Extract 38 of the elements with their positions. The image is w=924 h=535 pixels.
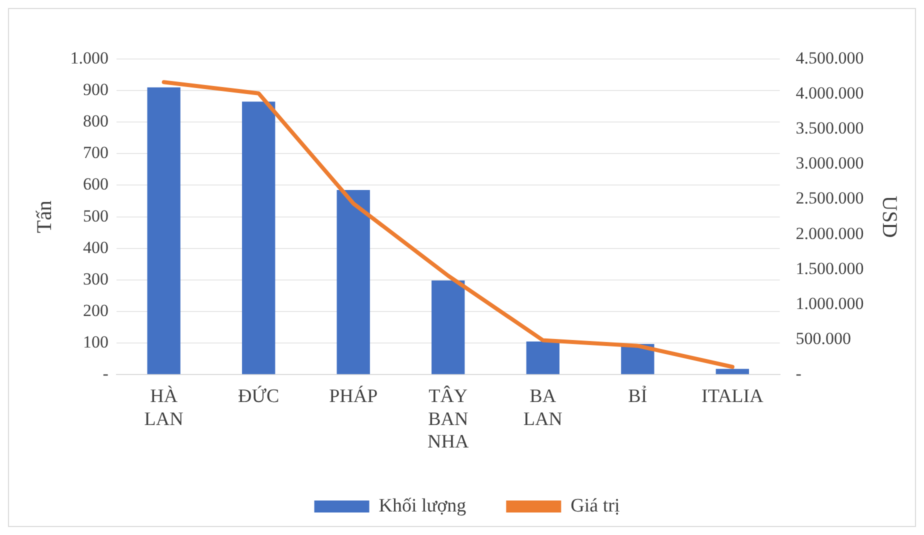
x-tick-label: ĐỨC: [238, 384, 280, 407]
x-tick-label: TÂY BAN NHA: [428, 384, 469, 453]
y2-tick-label: 1.500.000: [796, 258, 864, 278]
y2-tick-label: 3.000.000: [796, 154, 864, 173]
y2-tick-label: 4.000.000: [796, 84, 864, 103]
y2-tick-label: 3.500.000: [796, 118, 864, 138]
x-tick-label: PHÁP: [329, 384, 378, 407]
y-tick-label: 800: [82, 112, 108, 131]
y-tick-label: 700: [82, 143, 108, 162]
y-tick-label: 300: [82, 269, 108, 288]
y-tick-label: 100: [82, 332, 108, 352]
y2-tick-label: 2.500.000: [796, 188, 864, 208]
bar: [336, 190, 370, 374]
y-axis-title: Tấn: [32, 200, 56, 234]
bar: [526, 341, 560, 374]
y2-tick-label: 1.000.000: [796, 294, 864, 313]
y2-tick-label: 500.000: [796, 329, 852, 348]
y-tick-label: 200: [82, 300, 108, 320]
legend-label: Giá trị: [570, 495, 620, 516]
y2-tick-label: 2.000.000: [796, 224, 864, 243]
y-tick-label: 1.000: [70, 48, 108, 68]
y-tick-label: 400: [82, 238, 108, 257]
x-tick-label: BA LAN: [523, 386, 563, 430]
y-tick-label: 500: [82, 206, 108, 226]
y2-axis-title: USD: [878, 196, 902, 238]
y2-tick-label: -: [796, 364, 802, 384]
y-tick-label: 900: [82, 80, 108, 100]
x-tick-label: ITALIA: [702, 386, 764, 407]
x-tick-label: BỈ: [628, 384, 648, 407]
bar: [147, 87, 180, 374]
y-tick-label: 600: [82, 174, 108, 194]
x-tick-label: HÀ LAN: [144, 384, 184, 430]
bar: [716, 368, 749, 374]
y2-tick-label: 4.500.000: [796, 48, 864, 68]
bar: [432, 280, 465, 374]
y-tick-label: -: [102, 364, 109, 384]
bar: [242, 102, 276, 374]
legend-label: Khối lượng: [378, 495, 467, 516]
